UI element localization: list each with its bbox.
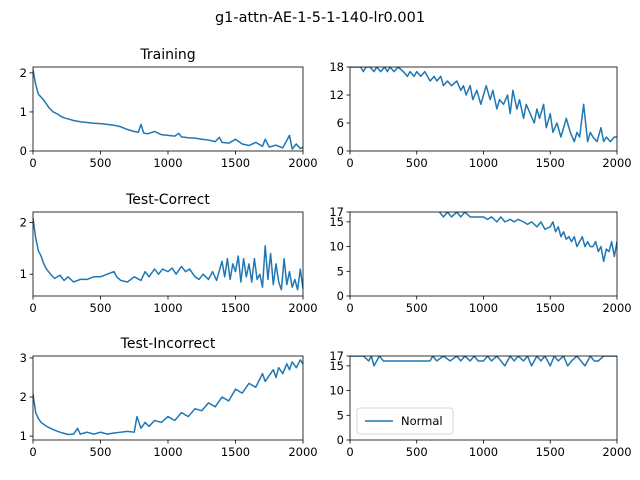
y-tick-label: 5 [337,408,344,422]
x-tick-label: 500 [90,156,112,170]
x-tick-label: 2000 [288,156,317,170]
legend-label: Normal [401,414,443,428]
y-tick-label: 0 [337,289,344,303]
x-tick-label: 500 [406,156,428,170]
series-line-0 [33,359,303,436]
y-tick-label: 2 [20,215,27,229]
y-tick-label: 10 [329,240,344,254]
y-tick-label: 18 [329,60,344,74]
x-tick-label: 500 [406,445,428,459]
y-tick-label: 5 [337,264,344,278]
x-tick-label: 0 [346,156,353,170]
series-line-0 [33,69,303,150]
x-tick-label: 1000 [153,301,182,315]
chart-training-errors: 0 500 1000 1500 2000 0 6 12 18 [329,60,631,170]
y-tick-label: 12 [329,88,344,102]
chart-test-incorrect-loss: 0 500 1000 1500 2000 1 2 3 Test-Incorrect [20,336,318,459]
x-tick-label: 0 [29,301,36,315]
x-tick-label: 1500 [536,156,565,170]
series-line-normal [350,356,617,367]
x-tick-label: 1500 [221,445,250,459]
x-tick-label: 0 [346,445,353,459]
y-tick-label: 1 [20,105,27,119]
y-tick-label: 1 [20,267,27,281]
series-line-0 [438,212,617,263]
x-tick-label: 0 [346,301,353,315]
x-tick-label: 1000 [469,445,498,459]
y-tick-label: 10 [329,384,344,398]
chart-test-correct-loss: 0 500 1000 1500 2000 1 2 Test-Correct [20,192,318,315]
x-tick-label: 500 [90,301,112,315]
x-tick-label: 1000 [469,156,498,170]
x-tick-label: 1500 [536,301,565,315]
x-tick-label: 2000 [288,445,317,459]
y-tick-label: 3 [20,351,27,365]
legend-box [356,407,454,435]
x-tick-label: 1500 [221,156,250,170]
x-tick-label: 2000 [602,445,631,459]
legend: Normal [356,407,454,435]
x-tick-label: 1500 [536,445,565,459]
y-tick-label: 15 [329,359,344,373]
x-tick-label: 1500 [221,301,250,315]
x-tick-label: 1000 [469,301,498,315]
y-tick-label: 17 [329,205,344,219]
x-tick-label: 1000 [153,156,182,170]
chart-title: Test-Correct [125,192,210,208]
chart-title: Test-Incorrect [120,336,216,352]
chart-training-loss: 0 500 1000 1500 2000 0 1 2 Training [20,47,318,170]
y-tick-label: 6 [337,116,344,130]
y-tick-label: 2 [20,66,27,80]
x-tick-label: 500 [406,301,428,315]
series-line-0 [33,218,303,291]
y-tick-label: 0 [337,144,344,158]
figure-suptitle: g1-attn-AE-1-5-1-140-lr0.001 [215,10,425,26]
series-line-0 [350,67,617,143]
x-tick-label: 0 [29,156,36,170]
y-tick-label: 0 [20,144,27,158]
y-tick-label: 2 [20,390,27,404]
x-tick-label: 500 [90,445,112,459]
x-tick-label: 0 [29,445,36,459]
y-tick-label: 17 [329,349,344,363]
y-tick-label: 15 [329,215,344,229]
y-tick-label: 0 [337,433,344,447]
x-tick-label: 2000 [602,301,631,315]
y-tick-label: 1 [20,429,27,443]
x-tick-label: 2000 [288,301,317,315]
x-tick-label: 1000 [153,445,182,459]
x-tick-label: 2000 [602,156,631,170]
chart-title: Training [139,47,195,63]
